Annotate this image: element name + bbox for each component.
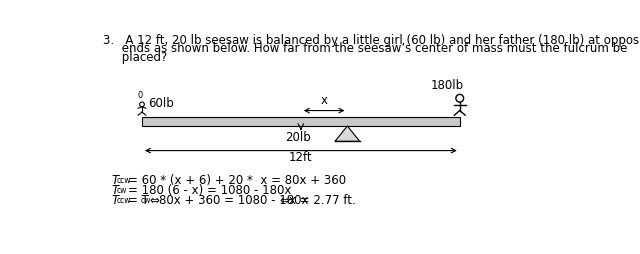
Text: 60lb: 60lb: [148, 97, 174, 110]
Text: T: T: [111, 174, 118, 187]
Text: placed?: placed?: [103, 51, 168, 64]
Text: ⇔: ⇔: [280, 194, 290, 207]
Polygon shape: [335, 126, 360, 141]
Text: cw: cw: [116, 186, 127, 195]
Text: T: T: [111, 184, 118, 197]
Text: 0: 0: [138, 91, 143, 100]
Text: 12ft: 12ft: [289, 151, 313, 164]
Text: 80x + 360 = 1080 - 180x: 80x + 360 = 1080 - 180x: [159, 194, 308, 207]
Text: ends as shown below. How far from the seesaw’s center of mass must the fulcrum b: ends as shown below. How far from the se…: [103, 42, 628, 55]
Text: 3.   A 12 ft, 20 lb seesaw is balanced by a little girl (60 lb) and her father (: 3. A 12 ft, 20 lb seesaw is balanced by …: [103, 34, 640, 46]
Text: = 180 (6 - x) = 1080 - 180x: = 180 (6 - x) = 1080 - 180x: [128, 184, 291, 197]
Text: ccw: ccw: [116, 176, 131, 185]
Text: cw: cw: [140, 196, 151, 205]
Text: ⇔: ⇔: [150, 194, 159, 207]
Text: = T: = T: [128, 194, 149, 207]
Text: x = 2.77 ft.: x = 2.77 ft.: [289, 194, 356, 207]
Text: ccw: ccw: [116, 196, 131, 205]
Text: T: T: [111, 194, 118, 207]
Bar: [142, 117, 460, 126]
Text: = 60 * (x + 6) + 20 *  x = 80x + 360: = 60 * (x + 6) + 20 * x = 80x + 360: [128, 174, 346, 187]
Text: x: x: [321, 94, 328, 107]
Text: 20lb: 20lb: [285, 131, 311, 144]
Text: 180lb: 180lb: [430, 79, 463, 92]
